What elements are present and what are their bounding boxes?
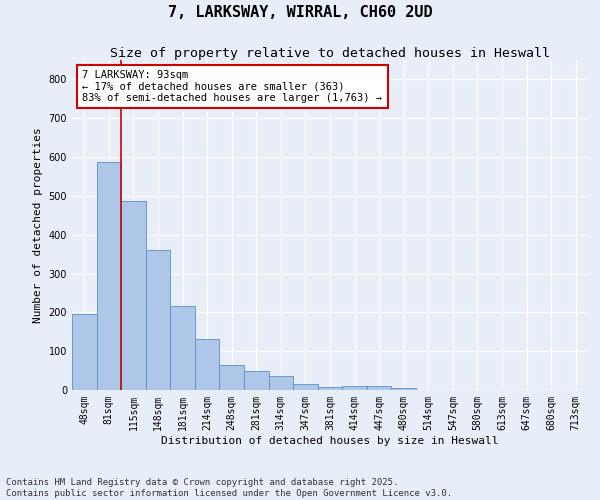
Text: Contains HM Land Registry data © Crown copyright and database right 2025.
Contai: Contains HM Land Registry data © Crown c… (6, 478, 452, 498)
Y-axis label: Number of detached properties: Number of detached properties (33, 127, 43, 323)
X-axis label: Distribution of detached houses by size in Heswall: Distribution of detached houses by size … (161, 436, 499, 446)
Bar (121, 201, 146, 390)
Bar (170, 306, 195, 390)
Bar (367, 386, 391, 390)
Bar (391, 388, 416, 390)
Bar (342, 386, 367, 390)
Text: 7, LARKSWAY, WIRRAL, CH60 2UD: 7, LARKSWAY, WIRRAL, CH60 2UD (167, 5, 433, 20)
Title: Size of property relative to detached houses in Heswall: Size of property relative to detached ho… (110, 47, 550, 60)
Bar (146, 250, 170, 390)
Bar (293, 384, 318, 390)
Bar (318, 387, 342, 390)
Bar (269, 376, 293, 390)
Bar (244, 372, 269, 390)
Bar (97, 162, 121, 390)
Bar (220, 365, 244, 390)
Bar (195, 339, 220, 390)
Bar (72, 314, 97, 390)
Text: 7 LARKSWAY: 93sqm
← 17% of detached houses are smaller (363)
83% of semi-detache: 7 LARKSWAY: 93sqm ← 17% of detached hous… (82, 70, 382, 103)
